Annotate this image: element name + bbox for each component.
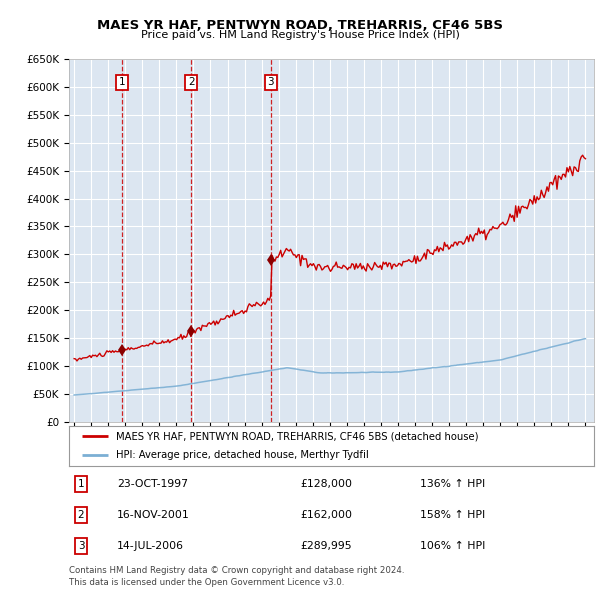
Text: £162,000: £162,000	[300, 510, 352, 520]
Text: 2: 2	[77, 510, 85, 520]
Text: 3: 3	[77, 541, 85, 550]
Text: 3: 3	[268, 77, 274, 87]
Text: 16-NOV-2001: 16-NOV-2001	[117, 510, 190, 520]
Text: £128,000: £128,000	[300, 480, 352, 489]
Text: 1: 1	[77, 480, 85, 489]
Text: 158% ↑ HPI: 158% ↑ HPI	[420, 510, 485, 520]
Text: £289,995: £289,995	[300, 541, 352, 550]
Text: 14-JUL-2006: 14-JUL-2006	[117, 541, 184, 550]
Text: Price paid vs. HM Land Registry's House Price Index (HPI): Price paid vs. HM Land Registry's House …	[140, 30, 460, 40]
Text: 23-OCT-1997: 23-OCT-1997	[117, 480, 188, 489]
Text: MAES YR HAF, PENTWYN ROAD, TREHARRIS, CF46 5BS: MAES YR HAF, PENTWYN ROAD, TREHARRIS, CF…	[97, 19, 503, 32]
Text: Contains HM Land Registry data © Crown copyright and database right 2024.: Contains HM Land Registry data © Crown c…	[69, 566, 404, 575]
Text: MAES YR HAF, PENTWYN ROAD, TREHARRIS, CF46 5BS (detached house): MAES YR HAF, PENTWYN ROAD, TREHARRIS, CF…	[116, 431, 479, 441]
Text: 1: 1	[119, 77, 125, 87]
Text: HPI: Average price, detached house, Merthyr Tydfil: HPI: Average price, detached house, Mert…	[116, 450, 369, 460]
Text: 106% ↑ HPI: 106% ↑ HPI	[420, 541, 485, 550]
Text: 136% ↑ HPI: 136% ↑ HPI	[420, 480, 485, 489]
Text: 2: 2	[188, 77, 194, 87]
Text: This data is licensed under the Open Government Licence v3.0.: This data is licensed under the Open Gov…	[69, 578, 344, 586]
